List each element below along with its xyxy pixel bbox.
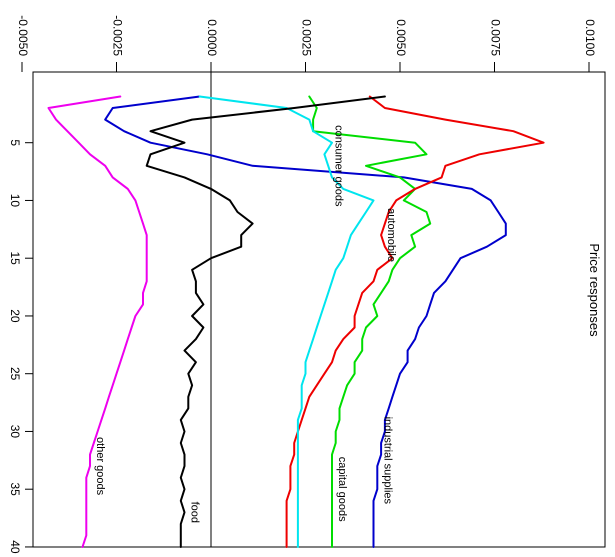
horizon-tick-label: 20	[8, 309, 22, 323]
chart-title: Price responses	[587, 243, 602, 337]
horizon-tick-label: 5	[8, 139, 22, 146]
value-tick-label: 0.0050	[394, 19, 408, 56]
plot-frame	[32, 71, 606, 548]
horizon-axis-ticks: 5 10 15 20 25 30 35 40	[8, 139, 33, 554]
series-label-automobile: automobile	[385, 208, 397, 262]
series-line-capital-goods	[308, 95, 432, 548]
series-line-automobile	[285, 95, 545, 548]
series-label-consumer-goods: consumer goods	[332, 125, 344, 207]
series-label-other-goods: other goods	[94, 437, 106, 496]
series-labels: industrial supplies capital goods automobi…	[94, 125, 397, 523]
series-label-capital-goods: capital goods	[336, 457, 348, 522]
horizon-tick-label: 10	[8, 194, 22, 208]
horizon-tick-label: 25	[8, 367, 22, 381]
value-tick-label: 0.0025	[299, 19, 313, 56]
horizon-tick-label: 15	[8, 252, 22, 266]
series-lines	[47, 95, 545, 548]
value-tick-label: 0.0100	[583, 19, 597, 56]
series-line-food	[145, 95, 386, 548]
series-line-other-goods	[47, 95, 148, 548]
value-tick-label: -0.0025	[110, 15, 124, 56]
series-label-industrial-supplies: industrial supplies	[381, 417, 393, 505]
value-tick-label: 0.0075	[488, 19, 502, 56]
horizon-tick-label: 35	[8, 483, 22, 497]
value-tick-label: 0.0000	[205, 19, 219, 56]
value-tick-label: -0.0050	[16, 15, 30, 56]
value-axis-ticks: -0.0050 -0.0025 0.0000 0.0025 0.0050 0.0075 0.…	[16, 15, 597, 72]
horizon-tick-label: 40	[8, 540, 22, 554]
series-line-industrial-supplies	[104, 95, 507, 548]
horizon-tick-label: 30	[8, 425, 22, 439]
series-line-consumer-goods	[198, 95, 375, 548]
series-label-food: food	[189, 502, 201, 523]
